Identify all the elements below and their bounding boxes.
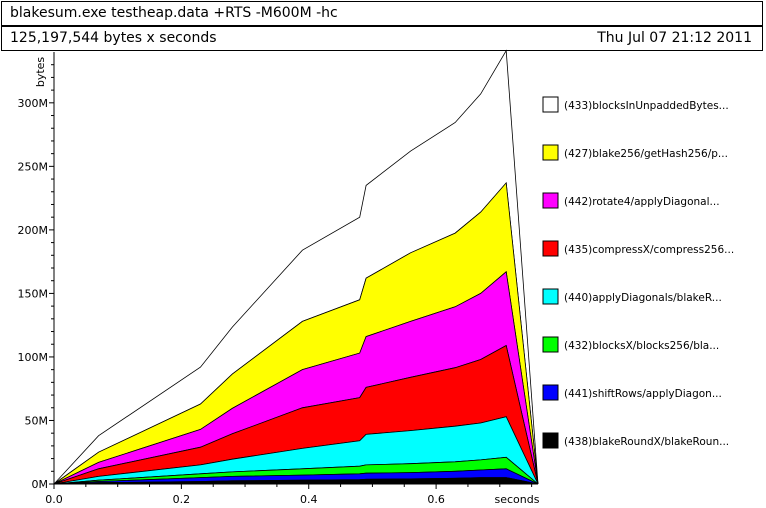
legend-swatch-1 [542, 144, 559, 161]
x-tick-label-3: 0.6 [427, 493, 445, 506]
legend-label-4: (440)applyDiagonals/blakeR... [564, 292, 722, 304]
legend-item-0: (433)blocksInUnpaddedBytes... [542, 96, 729, 113]
legend-swatch-2 [542, 192, 559, 209]
axes: 0.0 0.2 0.4 0.6 seconds 0M 50M 100M 150M 200M 250M… [18, 52, 540, 506]
legend-label-7: (438)blakeRoundX/blakeRoun... [564, 436, 729, 448]
legend-swatch-6 [542, 384, 559, 401]
total-text: 125,197,544 bytes x seconds [10, 30, 217, 46]
y-axis-label: bytes [34, 57, 47, 88]
y-tick-label-4: 200M [18, 224, 49, 237]
y-tick-label-3: 150M [18, 287, 49, 300]
legend-swatch-4 [542, 288, 559, 305]
x-tick-label-1: 0.2 [173, 493, 191, 506]
y-tick-label-5: 250M [18, 160, 49, 173]
legend: (433)blocksInUnpaddedBytes... (427)blake2… [542, 96, 734, 449]
legend-swatch-7 [542, 432, 559, 449]
legend-label-3: (435)compressX/compress256... [564, 244, 734, 256]
legend-item-6: (441)shiftRows/applyDiagon... [542, 384, 722, 401]
y-tick-label-6: 300M [18, 97, 49, 110]
command-header: blakesum.exe testheap.data +RTS -M600M -… [1, 1, 763, 26]
area-layers [53, 49, 539, 485]
y-tick-label-0: 0M [32, 478, 49, 491]
legend-item-3: (435)compressX/compress256... [542, 240, 734, 257]
legend-label-1: (427)blake256/getHash256/p... [564, 148, 728, 160]
x-tick-label-0: 0.0 [45, 493, 63, 506]
legend-item-1: (427)blake256/getHash256/p... [542, 144, 728, 161]
legend-label-5: (432)blocksX/blocks256/bla... [564, 340, 719, 352]
legend-label-0: (433)blocksInUnpaddedBytes... [564, 100, 729, 112]
legend-swatch-0 [542, 96, 559, 113]
x-axis-label: seconds [495, 493, 540, 506]
legend-label-2: (442)rotate4/applyDiagonal... [564, 196, 720, 208]
y-tick-label-2: 100M [18, 351, 49, 364]
legend-item-2: (442)rotate4/applyDiagonal... [542, 192, 720, 209]
legend-item-4: (440)applyDiagonals/blakeR... [542, 288, 722, 305]
x-tick-label-2: 0.4 [300, 493, 318, 506]
legend-item-5: (432)blocksX/blocks256/bla... [542, 336, 719, 353]
legend-swatch-5 [542, 336, 559, 353]
date-text: Thu Jul 07 21:12 2011 [597, 30, 752, 46]
summary-header: 125,197,544 bytes x seconds Thu Jul 07 2… [1, 26, 763, 51]
legend-swatch-3 [542, 240, 559, 257]
legend-label-6: (441)shiftRows/applyDiagon... [564, 388, 722, 400]
y-tick-label-1: 50M [25, 414, 49, 427]
command-text: blakesum.exe testheap.data +RTS -M600M -… [10, 5, 338, 21]
legend-item-7: (438)blakeRoundX/blakeRoun... [542, 432, 729, 449]
